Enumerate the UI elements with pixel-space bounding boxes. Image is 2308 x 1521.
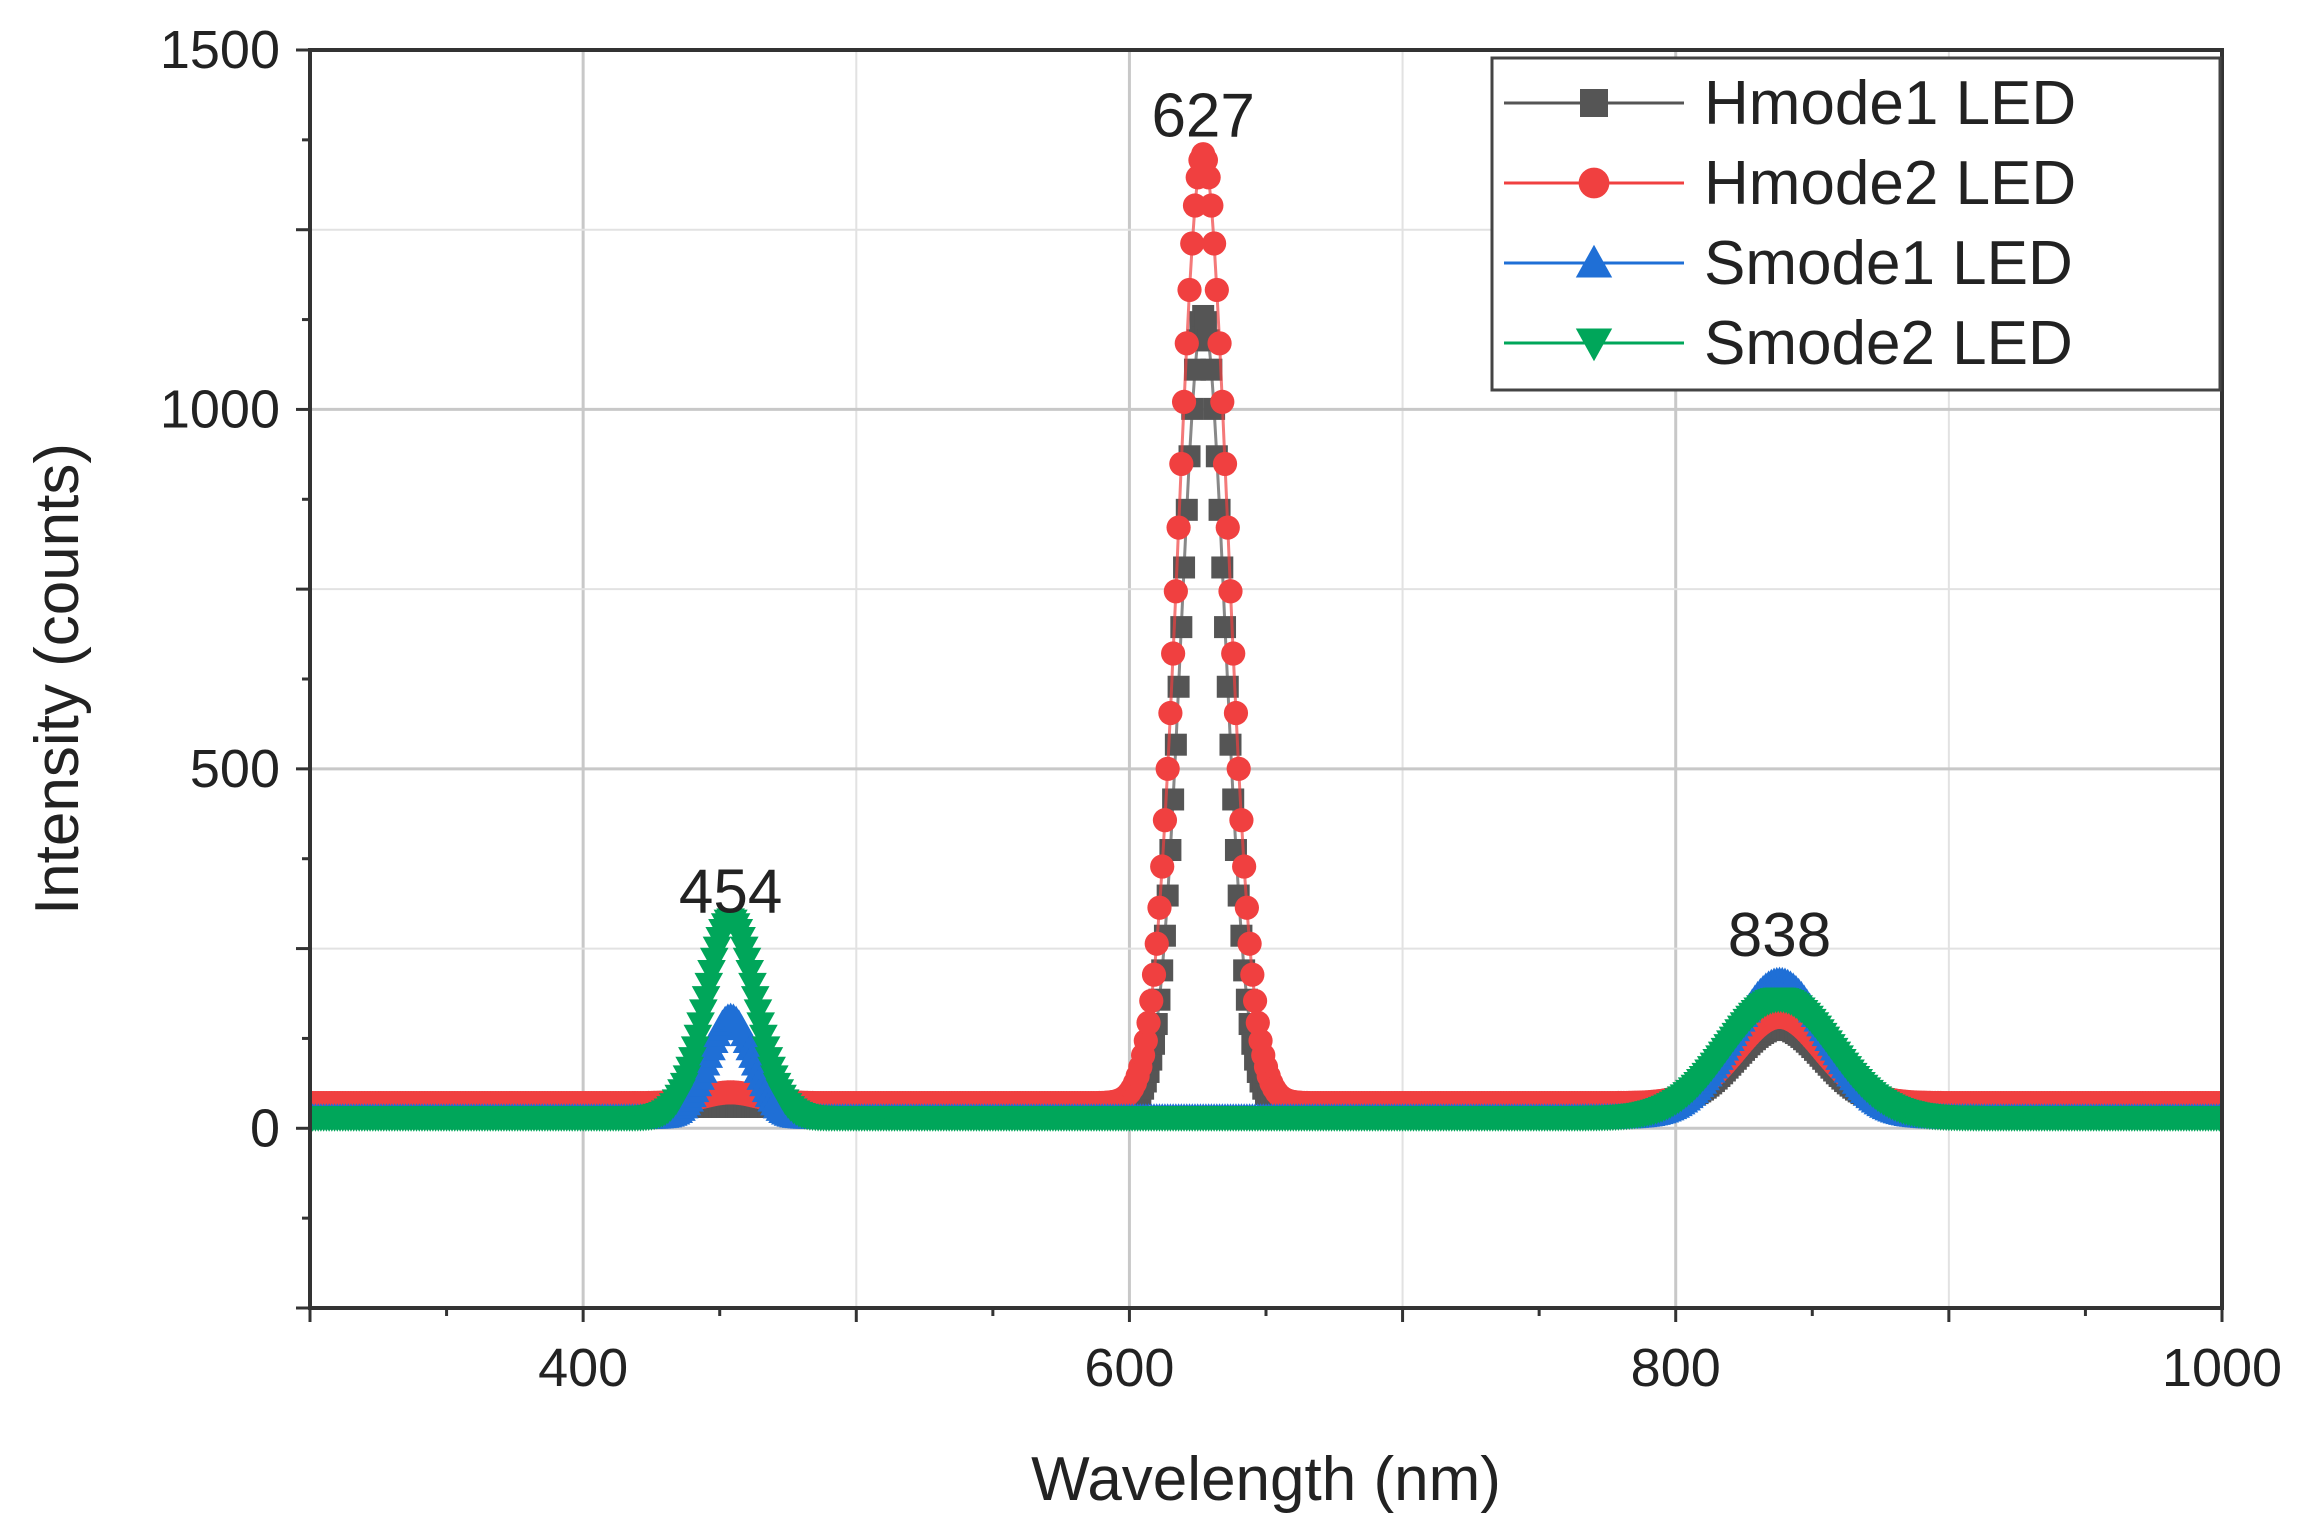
data-point (1150, 854, 1175, 879)
data-point (743, 999, 773, 1026)
data-point (1152, 808, 1178, 833)
series-smode2-led (310, 908, 2222, 1132)
legend-label: Hmode2 LED (1704, 149, 2076, 218)
data-point (1215, 515, 1240, 540)
data-point (683, 1024, 713, 1051)
data-point (1240, 962, 1265, 987)
legend: Hmode1 LED Hmode2 LED Smode1 LED Smode2 LED (1490, 56, 2222, 392)
data-point (1180, 231, 1205, 256)
data-point (691, 986, 721, 1012)
data-point (1177, 277, 1202, 303)
data-point (1147, 895, 1172, 920)
data-point (1174, 331, 1199, 356)
data-point (689, 999, 718, 1026)
data-point (1232, 854, 1257, 879)
data-point (1212, 451, 1238, 477)
data-point (1196, 165, 1221, 190)
data-point (738, 972, 767, 999)
legend-label: Hmode1 LED (1704, 69, 2076, 138)
axis-ticks (296, 48, 2224, 1322)
legend-item: Hmode1 LED (1504, 69, 2076, 138)
y-tick-label: 500 (190, 739, 280, 799)
peak-label: 838 (1728, 901, 1831, 970)
peak-label: 627 (1151, 81, 1254, 150)
data-point (1245, 1010, 1270, 1035)
data-point (1171, 389, 1197, 415)
peak-label: 454 (679, 858, 782, 927)
data-point (1166, 515, 1191, 540)
data-series (310, 142, 2222, 1132)
data-point (1169, 451, 1194, 477)
x-tick-label: 400 (538, 1338, 628, 1398)
x-tick-label: 600 (1084, 1338, 1174, 1398)
legend-item: Smode1 LED (1504, 229, 2073, 298)
legend-item: Hmode2 LED (1504, 149, 2076, 218)
data-point (1202, 231, 1227, 256)
y-tick-label: 1000 (160, 379, 280, 439)
data-point (1158, 700, 1183, 726)
data-point (1161, 641, 1186, 666)
data-point (1133, 1028, 1158, 1053)
data-point (740, 986, 770, 1012)
data-point (1223, 700, 1249, 726)
peak-annotations: 454 627 838 (679, 81, 1831, 969)
data-point (735, 959, 765, 986)
data-point (1175, 498, 1198, 521)
data-point (1218, 579, 1243, 604)
data-point (694, 972, 724, 999)
x-tick-label: 1000 (2162, 1338, 2282, 1398)
data-point (1194, 311, 1217, 334)
legend-box (1490, 56, 2222, 392)
series-markers (310, 908, 2222, 1132)
data-point (1200, 358, 1223, 381)
legend-marker (1580, 89, 1608, 117)
data-point (1234, 895, 1259, 920)
legend-marker (1575, 244, 1613, 278)
legend-label: Smode2 LED (1704, 309, 2073, 378)
data-point (1229, 808, 1254, 833)
data-point (1237, 931, 1262, 956)
data-point (1242, 988, 1268, 1014)
data-point (1204, 277, 1229, 303)
legend-label: Smode1 LED (1704, 229, 2073, 298)
legend-marker (1575, 328, 1613, 362)
data-point (1208, 498, 1231, 521)
x-axis-title: Wavelength (nm) (1031, 1445, 1501, 1514)
y-tick-label: 1500 (160, 20, 280, 80)
data-point (1207, 331, 1232, 356)
x-tick-label: 800 (1631, 1338, 1721, 1398)
legend-item: Smode2 LED (1504, 309, 2073, 378)
data-point (1221, 641, 1246, 666)
data-point (1155, 756, 1180, 781)
tick-labels: 400 600 800 1000 0 500 1000 1500 (160, 20, 2282, 1398)
data-point (1163, 579, 1188, 604)
data-point (680, 1036, 710, 1063)
legend-marker (1578, 167, 1610, 199)
data-point (686, 1012, 715, 1039)
data-point (1210, 389, 1235, 415)
data-point (1139, 988, 1164, 1014)
data-point (1226, 756, 1251, 781)
data-point (1141, 962, 1167, 987)
data-point (1136, 1010, 1161, 1035)
y-tick-label: 0 (250, 1098, 280, 1158)
data-point (2207, 1106, 2222, 1132)
y-axis-title: Intensity (counts) (23, 443, 92, 915)
data-point (1144, 931, 1169, 956)
data-point (1199, 193, 1224, 218)
data-point (697, 959, 726, 986)
